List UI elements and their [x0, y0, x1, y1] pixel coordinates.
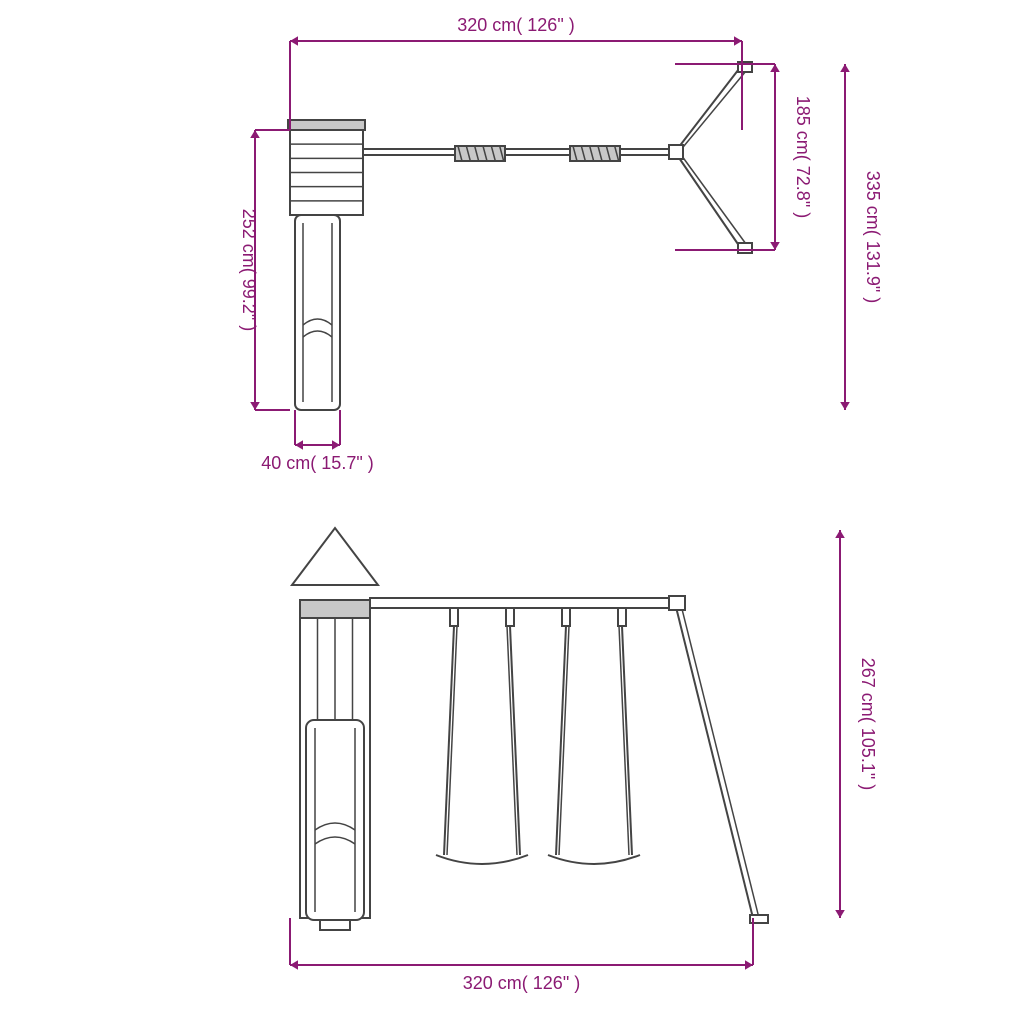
swing-seat — [436, 855, 528, 864]
roof-cap-top — [288, 120, 365, 130]
slide-top — [295, 215, 340, 410]
dimension-label: 40 cm( 15.7" ) — [261, 453, 373, 473]
a-frame-leg — [675, 603, 753, 918]
dimension-label: 335 cm( 131.9" ) — [863, 171, 883, 303]
tower-roof — [292, 528, 378, 585]
dimension-label: 267 cm( 105.1" ) — [858, 658, 878, 790]
dimension-label: 320 cm( 126" ) — [457, 15, 574, 35]
dimension-label: 252 cm( 99.2" ) — [239, 209, 259, 331]
swing-mount-top — [455, 146, 505, 161]
swing-beam-side — [370, 598, 675, 608]
swing-beam-top — [363, 149, 675, 155]
swing-seat — [548, 855, 640, 864]
tower-band — [300, 600, 370, 618]
diagram-canvas: 320 cm( 126" ) 185 cm( 72.8" ) 335 cm( 131… — [0, 0, 1024, 1024]
dimension-label: 320 cm( 126" ) — [463, 973, 580, 993]
dimension-label: 185 cm( 72.8" ) — [793, 96, 813, 218]
swing-mount-top — [570, 146, 620, 161]
